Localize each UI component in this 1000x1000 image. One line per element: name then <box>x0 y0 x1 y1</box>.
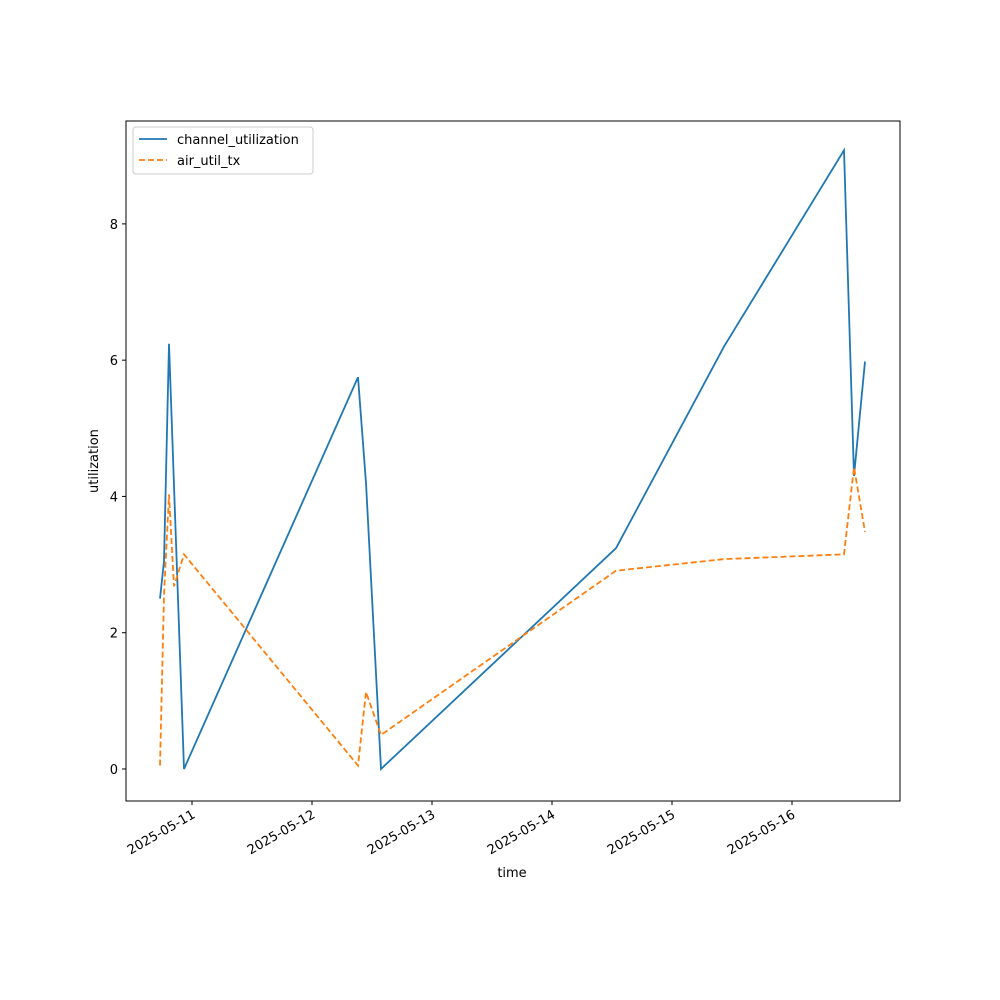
legend: channel_utilization air_util_tx <box>132 126 314 175</box>
x-tick-label: 2025-05-14 <box>485 807 558 858</box>
x-tick-label: 2025-05-13 <box>365 807 438 858</box>
y-axis-label: utilization <box>87 429 102 493</box>
legend-label: channel_utilization <box>177 133 299 148</box>
x-tick-label: 2025-05-16 <box>725 807 798 858</box>
y-tick-label: 2 <box>110 627 118 642</box>
y-tick-label: 8 <box>110 218 118 233</box>
x-tick-label: 2025-05-11 <box>125 807 198 858</box>
legend-label: air_util_tx <box>177 154 241 169</box>
y-tick-label: 0 <box>110 763 118 778</box>
y-tick-label: 4 <box>110 490 118 505</box>
legend-box <box>132 126 314 175</box>
plot-frame <box>125 120 901 802</box>
x-tick-label: 2025-05-15 <box>605 807 678 858</box>
x-axis-label: time <box>497 866 526 881</box>
y-tick-label: 6 <box>110 354 118 369</box>
series-line <box>159 147 866 771</box>
x-tick-label: 2025-05-12 <box>245 807 318 858</box>
series-line <box>159 466 866 768</box>
